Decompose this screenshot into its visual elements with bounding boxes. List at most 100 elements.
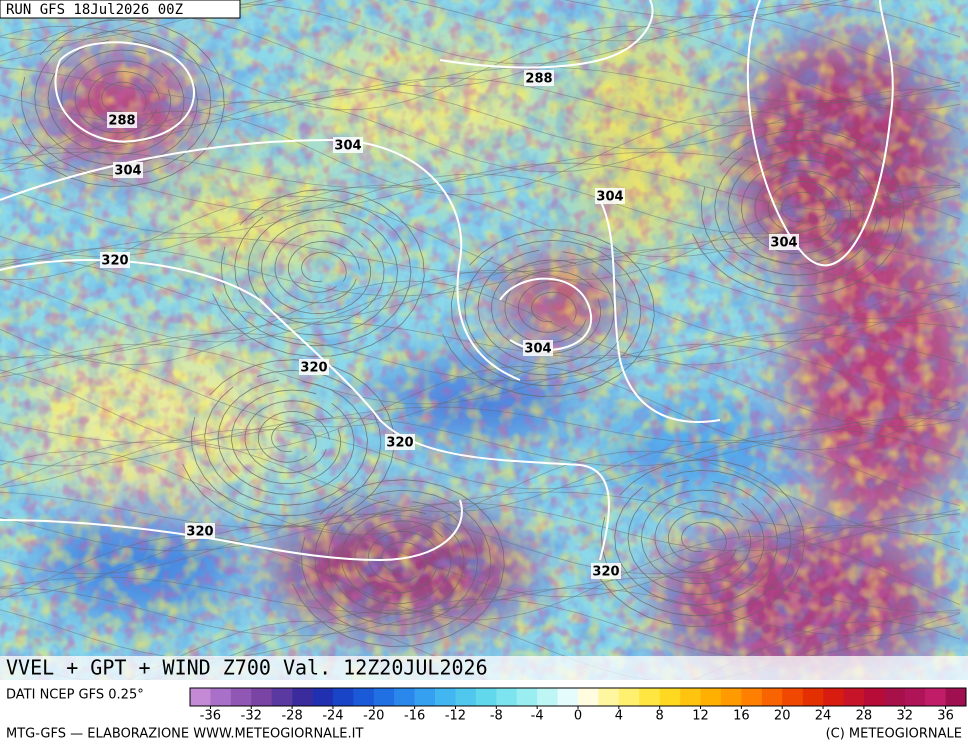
streamline <box>301 251 347 282</box>
color-swatch <box>251 688 272 706</box>
contour-label-bg <box>769 234 799 250</box>
colorbar-tick-label: 32 <box>896 709 913 724</box>
colorbar-tick-label: 4 <box>615 709 623 724</box>
streamline <box>0 321 961 359</box>
streamline <box>0 25 961 111</box>
color-swatch <box>761 688 783 706</box>
streamline <box>700 139 892 287</box>
streamline <box>727 149 865 265</box>
contour-label: 304 <box>596 190 623 205</box>
streamline <box>741 159 851 255</box>
contour-labels: 288 288 304 304 304 304 320 304 320 320 320 320 <box>100 70 799 580</box>
colorbar-tick-label: 16 <box>733 709 750 724</box>
streamline <box>627 479 765 595</box>
title-strip <box>0 656 968 680</box>
streamline <box>182 359 395 527</box>
colorbar-tick-label: -4 <box>531 709 544 724</box>
streamline <box>450 239 642 387</box>
streamline <box>367 531 440 583</box>
color-swatch <box>537 688 558 706</box>
map-title: VVEL + GPT + WIND Z700 Val. 12Z20JUL2026 <box>6 656 488 680</box>
color-swatch <box>639 688 660 706</box>
contour <box>439 0 654 69</box>
colorbar-tick-label: -24 <box>322 709 343 724</box>
color-swatch <box>312 688 334 706</box>
color-swatch <box>190 688 211 706</box>
contour-label: 320 <box>101 254 128 269</box>
contour-label-bg <box>185 523 215 539</box>
streamline <box>0 247 961 297</box>
color-swatch <box>659 688 681 706</box>
color-swatch <box>680 688 701 706</box>
streamline <box>641 489 751 585</box>
streamline <box>0 66 961 104</box>
streamline <box>61 49 171 145</box>
streamline <box>600 469 792 617</box>
streamline <box>767 181 840 233</box>
colorbar-tick-label: -12 <box>445 709 466 724</box>
streamline <box>0 236 961 274</box>
colorbar-tick-label: 24 <box>815 709 832 724</box>
contour-label: 320 <box>386 436 413 451</box>
colorbar-tick-label: 20 <box>774 709 791 724</box>
map-field: 288 288 304 304 304 304 320 304 320 320 320 320 <box>0 0 968 680</box>
streamline <box>292 479 505 647</box>
color-swatch <box>578 688 599 706</box>
streamline <box>247 209 385 325</box>
streamline <box>0 502 961 552</box>
colorbar-tick-label: 12 <box>692 709 709 724</box>
streamline <box>0 77 961 127</box>
colorbar: -36 -32 -28 -24 -20 -16 -12 -8 -4 0 4 8 12 16 20 24 28 32… <box>189 687 967 724</box>
footer-right: (C) METEOGIORNALE <box>826 727 962 742</box>
streamline <box>442 229 655 397</box>
color-swatch <box>496 688 518 706</box>
colorbar-tick-label: 0 <box>574 709 582 724</box>
run-box <box>0 0 241 19</box>
colorbar-tick-label: 28 <box>856 709 873 724</box>
wind-streamlines <box>0 0 961 680</box>
contour <box>0 499 463 562</box>
color-swatch <box>414 688 436 706</box>
streamline <box>0 365 961 451</box>
color-swatch <box>435 688 456 706</box>
colorbar-tick-label: -8 <box>490 709 503 724</box>
color-swatch <box>618 688 640 706</box>
streamline <box>0 535 961 621</box>
streamline <box>0 195 961 281</box>
streamline <box>654 500 744 574</box>
color-swatch <box>210 688 232 706</box>
color-swatch <box>863 688 885 706</box>
streamline <box>504 270 594 344</box>
colorbar-tick-label: -28 <box>281 709 302 724</box>
streamline <box>614 481 778 606</box>
streamline <box>327 499 465 615</box>
colorbar-tick-label: 8 <box>656 709 664 724</box>
streamline <box>0 576 961 614</box>
contour-label-bg <box>299 359 329 375</box>
streamline <box>714 151 878 276</box>
run-label: RUN GFS 18Jul2026 00Z <box>6 2 183 18</box>
color-swatch <box>373 688 395 706</box>
streamline <box>341 509 451 605</box>
streamline <box>0 88 961 150</box>
contour-label-bg <box>524 70 554 86</box>
color-swatch <box>782 688 803 706</box>
color-swatch <box>802 688 824 706</box>
streamline <box>244 400 334 474</box>
contour <box>0 259 610 561</box>
color-swatch <box>904 688 926 706</box>
streamline <box>190 369 382 517</box>
contour-label: 304 <box>770 236 797 251</box>
streamline <box>234 211 398 336</box>
streamline <box>0 0 833 42</box>
color-swatch <box>271 688 293 706</box>
streamline <box>0 184 961 258</box>
streamline <box>0 162 961 212</box>
streamline <box>692 129 905 297</box>
streamline <box>274 230 364 304</box>
streamline <box>781 191 827 222</box>
color-swatch <box>945 688 967 706</box>
colorbar-tick-label: -32 <box>241 709 262 724</box>
color-swatch <box>332 688 354 706</box>
